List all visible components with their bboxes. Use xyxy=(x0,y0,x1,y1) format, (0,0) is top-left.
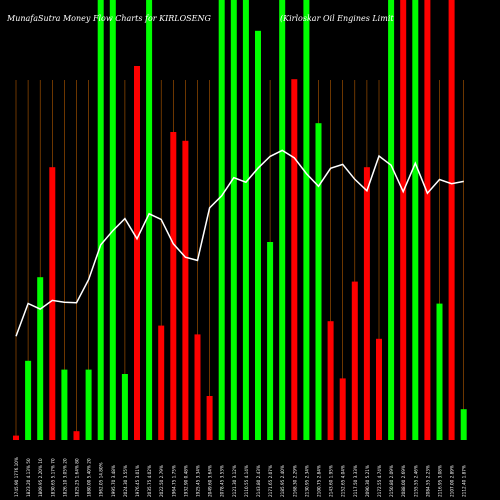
chart-subtitle: (Kirloskar Oil Engines Limit xyxy=(280,14,394,23)
volume-bar xyxy=(460,409,467,440)
volume-bar xyxy=(279,0,286,440)
volume-bar xyxy=(230,0,237,440)
x-tick-label: 2143.80 2.43% xyxy=(256,465,261,497)
x-tick-label: 2035.75 4.02% xyxy=(147,465,152,497)
volume-bar xyxy=(363,167,370,440)
x-tick-label: 1826.10 3.05% 20 xyxy=(62,458,67,497)
x-tick-label: 2049.60 3.64% xyxy=(208,465,213,497)
x-tick-label: 2088.00 2.69% xyxy=(401,465,406,497)
x-tick-label: 1825.25 1.64% 80 xyxy=(75,458,80,497)
x-tick-label: 2172.55 4.74% xyxy=(377,465,382,497)
x-tick-label: 1962.05 14.80% xyxy=(99,462,104,497)
volume-bar xyxy=(61,369,68,440)
volume-bar xyxy=(206,396,213,440)
x-tick-label: 1823.20 4.13% 50 xyxy=(26,458,31,497)
volume-bar xyxy=(182,140,189,441)
volume-bar xyxy=(448,0,455,440)
volume-bars xyxy=(13,0,467,441)
volume-bar xyxy=(327,321,334,440)
x-tick-label: 2143.60 1.95% xyxy=(329,465,334,497)
x-tick-label: 1932.90 0.48% xyxy=(183,465,188,497)
x-tick-label: 2078.45 3.53% xyxy=(220,465,225,497)
volume-bar xyxy=(146,0,153,440)
x-tick-label: 2155.55 2.46% xyxy=(413,465,418,497)
volume-bar xyxy=(25,360,32,440)
volume-bar xyxy=(134,66,140,440)
volume-bar xyxy=(267,242,274,440)
x-tick-label: 2107.00 2.89% xyxy=(450,465,455,497)
volume-bar xyxy=(424,0,431,440)
volume-bar xyxy=(97,0,104,440)
volume-bar xyxy=(73,431,80,440)
x-tick-label: 1995.70 3.48% xyxy=(111,465,116,497)
x-tick-label: 2022.50 2.79% xyxy=(159,465,164,497)
volume-bar xyxy=(303,0,310,440)
volume-bar xyxy=(49,167,56,440)
x-tick-label: 2121.30 3.12% xyxy=(232,465,237,497)
x-tick-label: 1745.90 1776.10% xyxy=(14,457,19,497)
volume-bar xyxy=(242,0,249,440)
x-tick-label: 1830.65 5.17% 70 xyxy=(50,458,55,497)
volume-bar xyxy=(388,0,395,440)
volume-bar xyxy=(85,369,92,440)
x-tick-label: 2100.75 2.84% xyxy=(317,465,322,497)
chart-title: MunafaSutra Money Flow Charts for KIRLOS… xyxy=(7,14,211,23)
volume-bar xyxy=(109,0,116,440)
x-tick-label: 2168.30 2.29% xyxy=(292,465,297,497)
volume-bar xyxy=(412,0,419,440)
volume-bar xyxy=(13,435,19,440)
x-tick-label: 2024.30 3.55% xyxy=(123,465,128,497)
volume-bar xyxy=(255,30,261,441)
x-tick-label: 2090.30 5.21% xyxy=(365,465,370,497)
x-tick-label: 2130.95 2.34% xyxy=(304,465,309,497)
price-line xyxy=(15,149,464,337)
x-tick-label: 2152.65 4.04% xyxy=(341,465,346,497)
x-tick-label: 1925.45 3.34% xyxy=(196,465,201,497)
volume-bar xyxy=(400,0,407,440)
x-tick-label: 1809.95 2.20% 10 xyxy=(38,458,43,497)
volume-bar xyxy=(194,334,201,440)
x-tick-label: 2084.55 2.23% xyxy=(425,465,430,497)
volume-bar xyxy=(170,132,177,440)
x-tick-label: 2116.95 3.08% xyxy=(438,465,443,497)
x-tick-labels: 1745.90 1776.10% 1823.20 4.13% 50 1809.95 … xyxy=(14,457,467,497)
price-line-group xyxy=(15,149,464,337)
x-tick-label: 2171.65 2.07% xyxy=(268,465,273,497)
x-tick-label: 2117.50 3.33% xyxy=(353,465,358,497)
volume-bar xyxy=(315,123,322,440)
x-tick-label: 2185.95 2.40% xyxy=(280,465,285,497)
x-tick-label: 2150.80 2.09% xyxy=(389,465,394,497)
volume-bar xyxy=(291,79,298,440)
x-tick-label: 1976.45 3.01% xyxy=(135,465,140,497)
volume-bar xyxy=(121,374,128,440)
volume-bar xyxy=(436,303,443,440)
volume-bar xyxy=(218,0,225,440)
volume-bar xyxy=(158,325,165,440)
x-tick-label: 2112.40 1.87% xyxy=(462,465,467,497)
x-tick-label: 2110.55 4.14% xyxy=(244,465,249,497)
x-tick-label: 1964.75 1.75% xyxy=(171,465,176,497)
volume-bar xyxy=(37,277,44,440)
volume-bar xyxy=(376,338,382,440)
x-tick-label: 1880.00 5.40% 20 xyxy=(87,458,92,497)
volume-bar xyxy=(339,378,346,440)
volume-bar xyxy=(351,281,358,440)
